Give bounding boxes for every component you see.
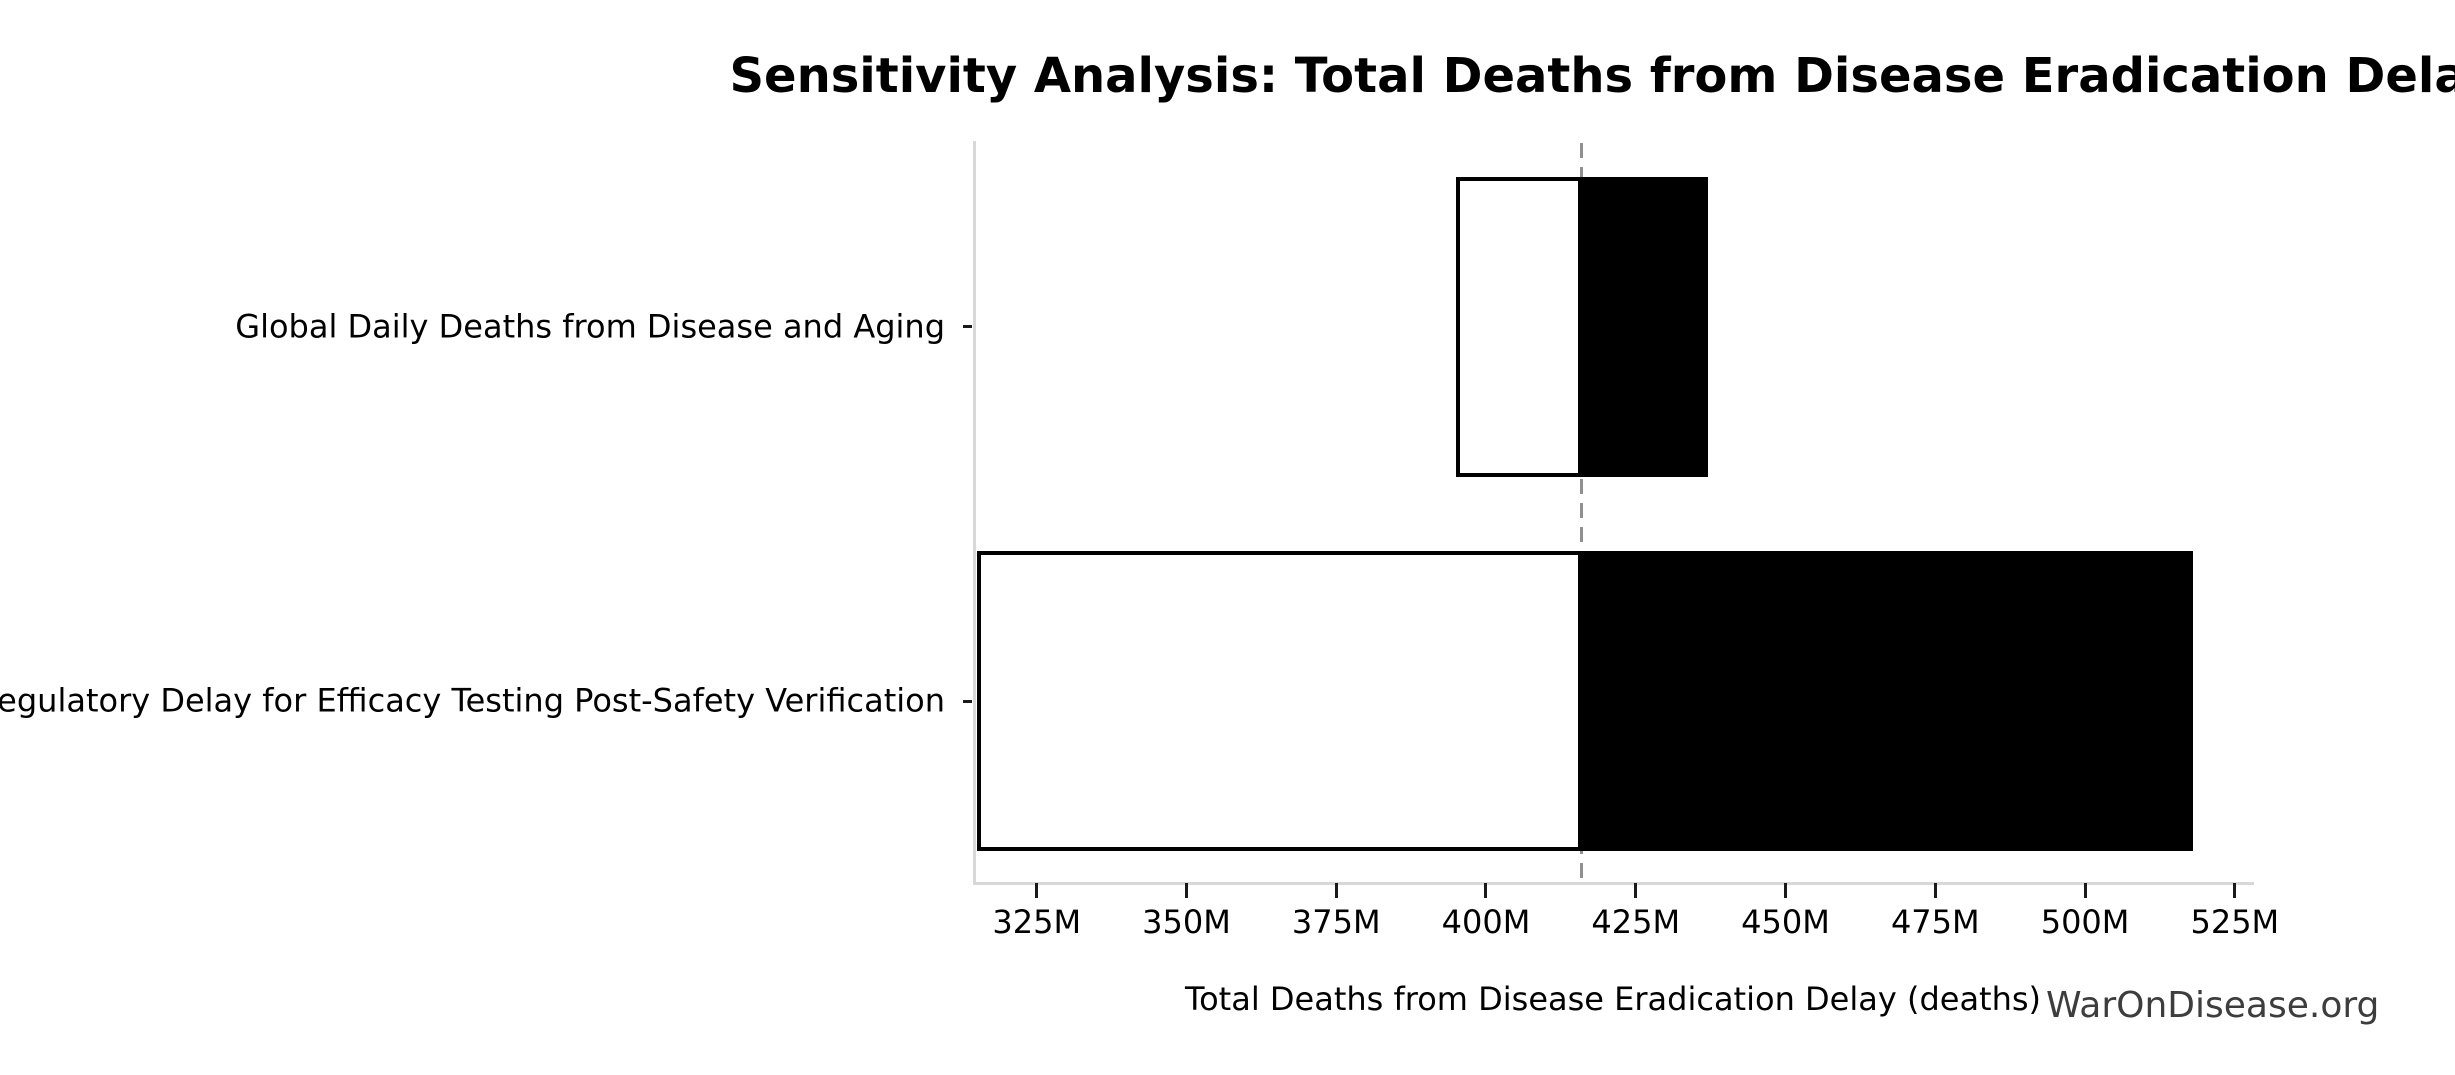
x-tick-mark: [1334, 883, 1338, 898]
bar-low-segment: [976, 551, 1582, 851]
x-tick-label: 450M: [1741, 903, 1830, 941]
x-tick-label: 375M: [1291, 903, 1381, 941]
x-axis-spine: [973, 882, 2254, 885]
watermark: WarOnDisease.org: [2046, 985, 2380, 1026]
x-tick-label: 350M: [1142, 903, 1231, 941]
y-axis-label: Regulatory Delay for Efficacy Testing Po…: [0, 681, 945, 720]
y-tick-mark: [963, 325, 972, 328]
x-tick-mark: [2233, 883, 2237, 898]
x-axis-label: Total Deaths from Disease Eradication De…: [1184, 980, 2042, 1018]
x-tick-mark: [1784, 883, 1788, 898]
x-tick-mark: [1484, 883, 1488, 898]
bar-high-segment: [1581, 551, 2193, 851]
x-tick-label: 425M: [1591, 903, 1681, 941]
x-tick-label: 475M: [1890, 903, 1980, 941]
x-tick-label: 325M: [992, 903, 1082, 941]
x-tick-mark: [2083, 883, 2087, 898]
y-tick-mark: [963, 699, 972, 703]
x-tick-label: 400M: [1441, 903, 1531, 941]
x-tick-mark: [1933, 883, 1937, 898]
x-tick-mark: [1634, 883, 1638, 898]
bar-low-segment: [1456, 176, 1582, 477]
x-tick-mark: [1035, 883, 1039, 898]
y-axis-label: Global Daily Deaths from Disease and Agi…: [235, 307, 945, 346]
chart-title: Sensitivity Analysis: Total Deaths from …: [729, 48, 2455, 104]
baseline-dashed-line: [1580, 143, 1584, 882]
x-tick-mark: [1184, 883, 1188, 898]
x-tick-label: 525M: [2190, 903, 2280, 941]
x-tick-label: 500M: [2040, 903, 2130, 941]
y-axis-spine: [973, 141, 976, 885]
bar-high-segment: [1581, 176, 1708, 477]
